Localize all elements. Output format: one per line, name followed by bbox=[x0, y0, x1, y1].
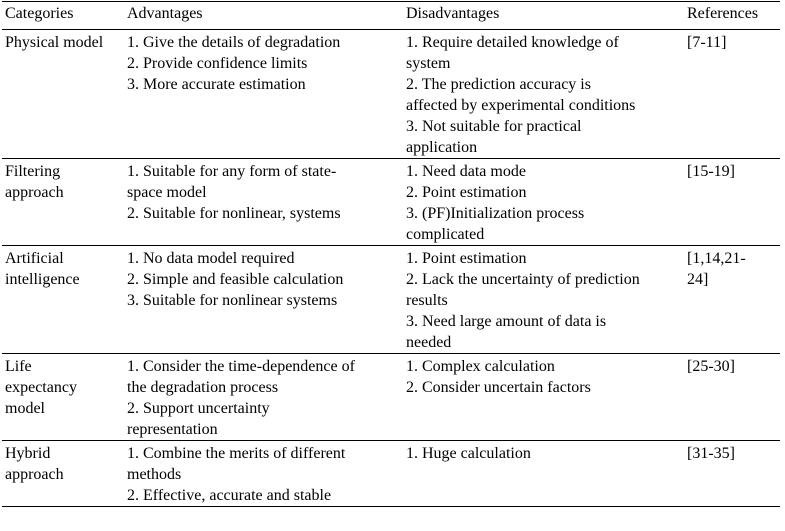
cell-text-line: 1. Point estimation bbox=[406, 250, 527, 267]
cell-text-line: 1. Need data mode bbox=[406, 163, 526, 180]
cell-text-line: 2. Provide confidence limits bbox=[127, 55, 308, 72]
cell-text-line: 1. Give the details of degradation bbox=[127, 34, 341, 51]
cell-text-line: 24] bbox=[687, 271, 709, 288]
disadvantages-cell: 1. Point estimation 2. Lack the uncertain… bbox=[403, 245, 684, 354]
cell-text-line: Life bbox=[5, 358, 32, 375]
cell-text-line: 1. Suitable for any form of state- bbox=[127, 163, 337, 180]
references-cell: [7-11] bbox=[684, 29, 780, 159]
category-cell: Filtering approach bbox=[2, 158, 124, 246]
cell-text-line: 1. Consider the time-dependence of bbox=[127, 358, 355, 375]
advantages-cell: 1. Give the details of degradation 2. Pro… bbox=[124, 29, 403, 159]
cell-text-line: 2. The prediction accuracy is bbox=[406, 76, 591, 93]
cell-text-line: 3. Need large amount of data is bbox=[406, 313, 607, 330]
cell-text-line: model bbox=[5, 400, 45, 417]
cell-text-line: representation bbox=[127, 421, 218, 438]
cell-text-line: Physical model bbox=[5, 34, 104, 51]
comparison-table: Categories Advantages Disadvantages Refe… bbox=[2, 1, 780, 507]
cell-text-line: 2. Point estimation bbox=[406, 184, 527, 201]
table-row: Filtering approach 1. Suitable for any for… bbox=[2, 158, 780, 246]
table-row: Life expectancy model 1. Consider the time-… bbox=[2, 353, 780, 441]
cell-text-line: 2. Consider uncertain factors bbox=[406, 379, 591, 396]
table-row: Artificial intelligence 1. No data model r… bbox=[2, 245, 780, 354]
advantages-cell: 1. Combine the merits of different method… bbox=[124, 440, 403, 507]
header-disadvantages: Disadvantages bbox=[403, 1, 684, 30]
cell-text-line: 1. Require detailed knowledge of bbox=[406, 34, 619, 51]
cell-text-line: 2. Lack the uncertainty of prediction bbox=[406, 271, 640, 288]
references-cell: [31-35] bbox=[684, 440, 780, 507]
cell-text-line: application bbox=[406, 139, 478, 156]
cell-text-line: [7-11] bbox=[687, 34, 727, 51]
table-header-row: Categories Advantages Disadvantages Refe… bbox=[2, 1, 780, 30]
cell-text-line: 2. Effective, accurate and stable bbox=[127, 487, 332, 504]
cell-text-line: space model bbox=[127, 184, 207, 201]
cell-text-line: [1,14,21- bbox=[687, 250, 746, 267]
table-row: Hybrid approach 1. Combine the merits of d… bbox=[2, 440, 780, 507]
cell-text-line: 1. No data model required bbox=[127, 250, 295, 267]
category-cell: Artificial intelligence bbox=[2, 245, 124, 354]
cell-text-line: needed bbox=[406, 334, 452, 351]
table-row: Physical model 1. Give the details of deg… bbox=[2, 29, 780, 159]
cell-text-line: approach bbox=[5, 466, 64, 483]
header-references: References bbox=[684, 1, 780, 30]
cell-text-line: 3. Suitable for nonlinear systems bbox=[127, 292, 338, 309]
cell-text-line: complicated bbox=[406, 226, 485, 243]
cell-text-line: 3. (PF)Initialization process bbox=[406, 205, 585, 222]
cell-text-line: affected by experimental conditions bbox=[406, 97, 636, 114]
references-cell: [1,14,21- 24] bbox=[684, 245, 780, 354]
disadvantages-cell: 1. Huge calculation bbox=[403, 440, 684, 507]
cell-text-line: 1. Complex calculation bbox=[406, 358, 555, 375]
cell-text-line: Artificial bbox=[5, 250, 64, 267]
cell-text-line: intelligence bbox=[5, 271, 80, 288]
cell-text-line: 2. Suitable for nonlinear, systems bbox=[127, 205, 341, 222]
category-cell: Life expectancy model bbox=[2, 353, 124, 441]
category-cell: Hybrid approach bbox=[2, 440, 124, 507]
cell-text-line: 1. Combine the merits of different bbox=[127, 445, 346, 462]
cell-text-line: system bbox=[406, 55, 451, 72]
advantages-cell: 1. Suitable for any form of state-space … bbox=[124, 158, 403, 246]
cell-text-line: 2. Support uncertainty bbox=[127, 400, 270, 417]
cell-text-line: [31-35] bbox=[687, 445, 735, 462]
advantages-cell: 1. No data model required 2. Simple and f… bbox=[124, 245, 403, 354]
category-cell: Physical model bbox=[2, 29, 124, 159]
cell-text-line: approach bbox=[5, 184, 64, 201]
cell-text-line: 2. Simple and feasible calculation bbox=[127, 271, 344, 288]
references-cell: [15-19] bbox=[684, 158, 780, 246]
cell-text-line: 1. Huge calculation bbox=[406, 445, 531, 462]
cell-text-line: Filtering bbox=[5, 163, 61, 180]
advantages-cell: 1. Consider the time-dependence of the de… bbox=[124, 353, 403, 441]
cell-text-line: methods bbox=[127, 466, 182, 483]
table-body: Physical model 1. Give the details of deg… bbox=[2, 29, 780, 507]
cell-text-line: 3. Not suitable for practical bbox=[406, 118, 582, 135]
disadvantages-cell: 1. Complex calculation 2. Consider uncert… bbox=[403, 353, 684, 441]
cell-text-line: 3. More accurate estimation bbox=[127, 76, 306, 93]
disadvantages-cell: 1. Require detailed knowledge of system 2.… bbox=[403, 29, 684, 159]
references-cell: [25-30] bbox=[684, 353, 780, 441]
cell-text-line: [15-19] bbox=[687, 163, 735, 180]
cell-text-line: Hybrid bbox=[5, 445, 51, 462]
cell-text-line: the degradation process bbox=[127, 379, 279, 396]
disadvantages-cell: 1. Need data mode 2. Point estimation 3. (… bbox=[403, 158, 684, 246]
header-advantages: Advantages bbox=[124, 1, 403, 30]
header-categories: Categories bbox=[2, 1, 124, 30]
cell-text-line: results bbox=[406, 292, 448, 309]
cell-text-line: [25-30] bbox=[687, 358, 735, 375]
cell-text-line: expectancy bbox=[5, 379, 77, 396]
